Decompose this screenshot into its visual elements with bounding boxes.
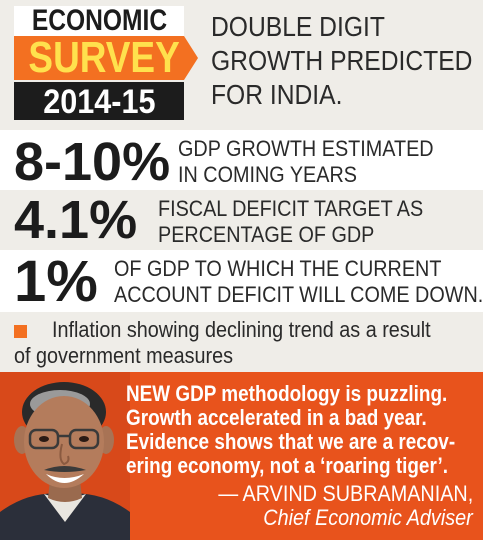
stat-gdp-growth: 8-10% GDP GROWTH ESTIMATED IN COMING YEA…: [0, 130, 483, 190]
headline-line: FOR INDIA.: [211, 79, 343, 110]
header-band: ECONOMIC SURVEY 2014-15 DOUBLE DIGIT GRO…: [0, 0, 483, 130]
inflation-note: Inflation showing declining trend as a r…: [0, 312, 483, 372]
quote-panel: NEW GDP methodology is puzzling. Growth …: [0, 372, 483, 540]
stat-value: 4.1%: [14, 190, 138, 250]
headline: DOUBLE DIGIT GROWTH PREDICTED FOR INDIA.: [211, 10, 473, 112]
logo-year: 2014-15: [14, 82, 184, 121]
stat-current-account: 1% OF GDP TO WHICH THE CURRENT ACCOUNT D…: [0, 250, 483, 312]
quote-attribution: — ARVIND SUBRAMANIAN, Chief Economic Adv…: [190, 482, 473, 530]
author-name: — ARVIND SUBRAMANIAN,: [218, 481, 473, 506]
logo-survey: SURVEY: [14, 36, 184, 80]
stat-fiscal-deficit: 4.1% FISCAL DEFICIT TARGET AS PERCENTAGE…: [0, 190, 483, 250]
quote-line: Evidence shows that we are a recov-: [126, 429, 456, 454]
portrait-photo: [0, 372, 130, 540]
quote-line: Growth accelerated in a bad year.: [126, 405, 427, 430]
bullet-square-icon: [14, 325, 27, 338]
stat-value: 8-10%: [14, 132, 171, 192]
author-role: Chief Economic Adviser: [263, 505, 473, 530]
stat-description: FISCAL DEFICIT TARGET AS PERCENTAGE OF G…: [158, 196, 424, 247]
quote-text: NEW GDP methodology is puzzling. Growth …: [126, 382, 483, 478]
headline-line: DOUBLE DIGIT: [211, 11, 385, 42]
stat-description: OF GDP TO WHICH THE CURRENT ACCOUNT DEFI…: [114, 256, 483, 307]
quote-line: ering economy, not a ‘roaring tiger’.: [126, 453, 449, 478]
stat-value: 1%: [14, 249, 98, 314]
logo-economic: ECONOMIC: [14, 6, 184, 36]
quote-line: NEW GDP methodology is puzzling.: [126, 381, 448, 406]
note-text: Inflation showing declining trend as a r…: [14, 317, 431, 368]
logo-arrow-icon: [184, 36, 198, 80]
headline-line: GROWTH PREDICTED: [211, 45, 473, 76]
stat-description: GDP GROWTH ESTIMATED IN COMING YEARS: [178, 136, 434, 187]
